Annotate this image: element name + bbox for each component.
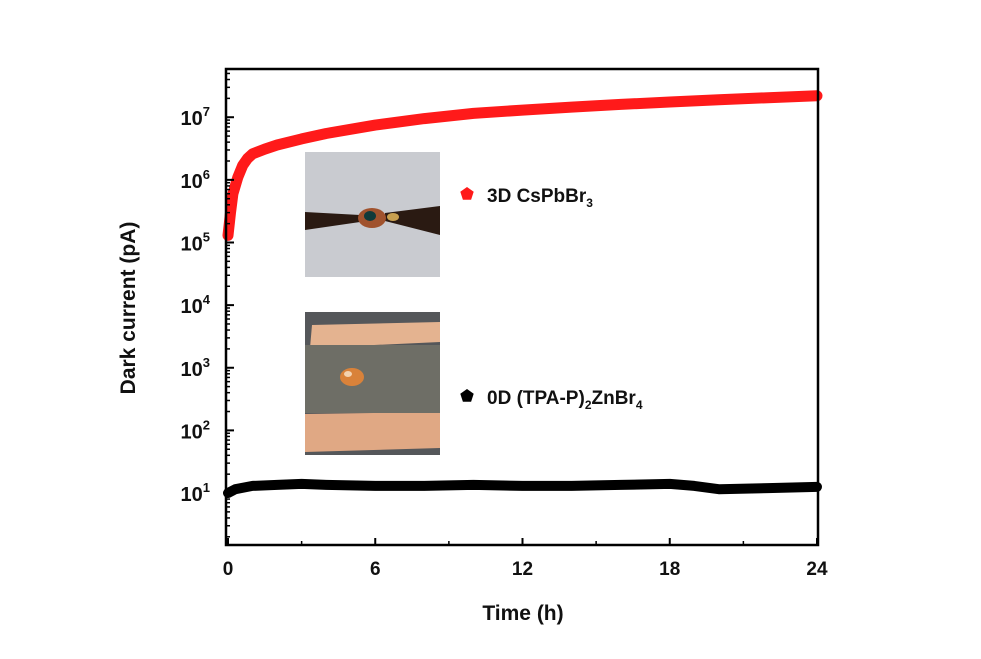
data-point bbox=[469, 109, 478, 118]
data-point bbox=[273, 141, 282, 150]
x-tick-label: 12 bbox=[512, 559, 533, 580]
y-tick-label: 105 bbox=[181, 229, 210, 255]
data-point bbox=[518, 481, 527, 490]
inset-photo-0d-device bbox=[305, 312, 440, 455]
data-point bbox=[238, 161, 247, 170]
y-tick-label: 101 bbox=[181, 480, 210, 506]
data-point bbox=[226, 208, 235, 217]
data-point bbox=[248, 481, 257, 490]
data-point bbox=[297, 479, 306, 488]
data-point bbox=[616, 100, 625, 109]
data-point bbox=[518, 106, 527, 115]
data-point bbox=[665, 479, 674, 488]
legend-marker-0d bbox=[460, 389, 474, 402]
data-point bbox=[420, 481, 429, 490]
x-axis-label: Time (h) bbox=[482, 602, 563, 625]
data-point bbox=[567, 481, 576, 490]
data-point bbox=[567, 103, 576, 112]
data-point bbox=[469, 480, 478, 489]
legend: 3D CsPbBr3 0D (TPA-P)2ZnBr4 bbox=[460, 186, 643, 412]
data-point bbox=[763, 484, 772, 493]
data-point bbox=[714, 485, 723, 494]
y-tick-label: 107 bbox=[181, 104, 210, 130]
data-point bbox=[714, 95, 723, 104]
data-point bbox=[273, 480, 282, 489]
data-point bbox=[228, 189, 237, 198]
data-point bbox=[371, 481, 380, 490]
y-tick-label: 102 bbox=[181, 417, 210, 443]
legend-label-0d: 0D (TPA-P)2ZnBr4 bbox=[487, 388, 643, 412]
x-tick-label: 6 bbox=[370, 559, 381, 580]
data-point bbox=[763, 93, 772, 102]
x-tick-label: 0 bbox=[223, 559, 234, 580]
y-tick-label: 104 bbox=[181, 292, 211, 318]
data-point bbox=[322, 129, 331, 138]
data-point bbox=[260, 145, 269, 154]
y-tick-label: 106 bbox=[181, 167, 210, 193]
legend-label-3d: 3D CsPbBr3 bbox=[487, 186, 593, 210]
y-tick-label: 103 bbox=[181, 355, 210, 381]
data-point bbox=[233, 173, 242, 182]
data-point bbox=[616, 480, 625, 489]
data-point bbox=[248, 149, 257, 158]
inset-photo-3d-device bbox=[305, 152, 440, 277]
data-point bbox=[665, 98, 674, 107]
data-point bbox=[420, 114, 429, 123]
data-point bbox=[371, 121, 380, 130]
data-point bbox=[231, 485, 240, 494]
data-point bbox=[690, 481, 699, 490]
data-point bbox=[322, 480, 331, 489]
x-tick-label: 18 bbox=[659, 559, 680, 580]
x-tick-label: 24 bbox=[806, 559, 828, 580]
legend-marker-3d bbox=[460, 187, 474, 200]
data-point bbox=[297, 134, 306, 143]
y-axis-label: Dark current (pA) bbox=[117, 222, 140, 395]
